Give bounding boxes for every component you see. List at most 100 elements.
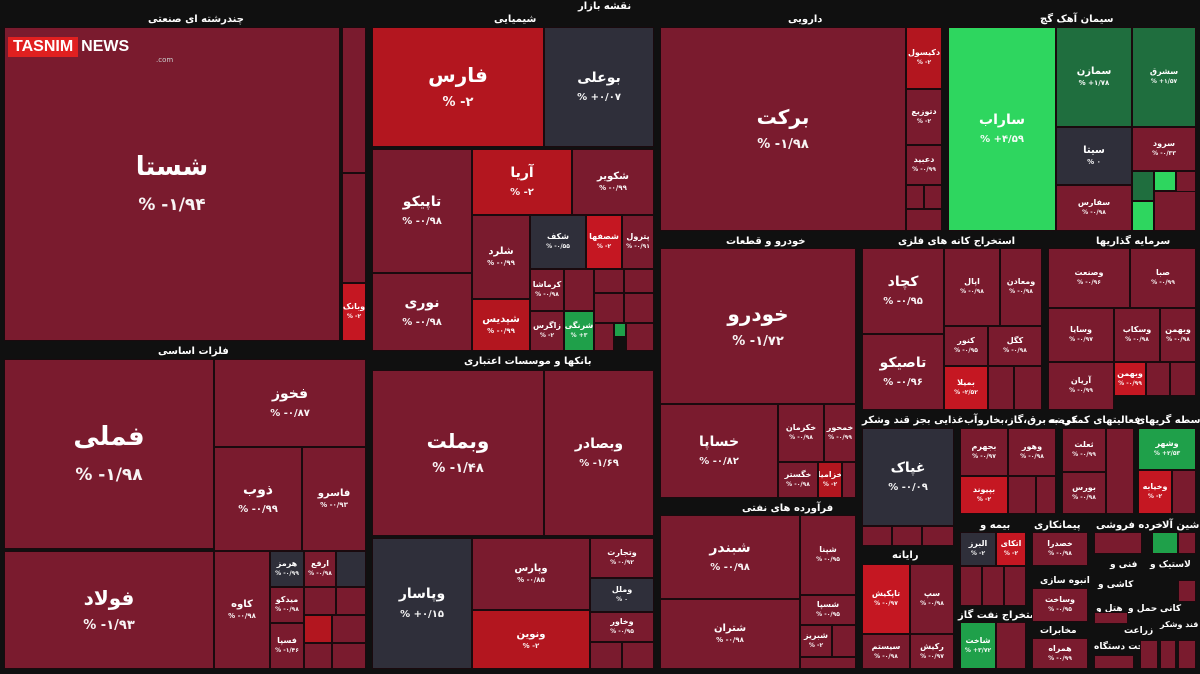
- tile-small[interactable]: [624, 293, 654, 323]
- tile-tapkish[interactable]: تاپکیش% -۰/۹۷: [862, 564, 910, 634]
- tile-apal[interactable]: اپال% -۰/۹۸: [944, 248, 1000, 326]
- tile-small[interactable]: [1170, 362, 1196, 396]
- tile-small[interactable]: [624, 269, 654, 293]
- tile-sep[interactable]: سپ% -۰/۹۸: [910, 564, 954, 634]
- tile-vbahman[interactable]: وبهمن% -۰/۹۸: [1160, 308, 1196, 362]
- tile-small[interactable]: [922, 526, 954, 546]
- tile-small[interactable]: [1172, 470, 1196, 514]
- tile-foolad[interactable]: فولاد% -۱/۹۳: [4, 551, 214, 669]
- tile-dtozi[interactable]: دتوزیع% -۲: [906, 89, 942, 145]
- tile-small[interactable]: [1178, 532, 1196, 554]
- tile-small[interactable]: [832, 625, 856, 657]
- tile-shespa[interactable]: شسپا% -۰/۹۵: [800, 595, 856, 625]
- tile-small[interactable]: [1036, 476, 1056, 514]
- tile-sfars[interactable]: سفارس% -۰/۹۸: [1056, 185, 1132, 231]
- tile-small[interactable]: [1008, 476, 1036, 514]
- tile-khkerman[interactable]: خکرمان% -۰/۹۸: [778, 404, 824, 462]
- tile-bemila[interactable]: بمیلا% -۲/۵۲: [944, 366, 988, 410]
- tile-small[interactable]: [590, 642, 622, 669]
- tile-vshahr[interactable]: وشهر% +۲/۵۳: [1138, 428, 1196, 470]
- tile-small[interactable]: [626, 323, 654, 351]
- tile-arfa[interactable]: ارفع% -۰/۹۸: [304, 551, 336, 587]
- tile-sshargh[interactable]: سشرق% +۱/۵۷: [1132, 27, 1196, 127]
- tile-alborz[interactable]: البرز% -۲: [960, 532, 996, 566]
- tile-noori[interactable]: نوری% -۰/۹۸: [372, 273, 472, 351]
- tile-small[interactable]: [564, 269, 594, 311]
- tile-vkhavar[interactable]: وخاور% -۰/۹۵: [590, 612, 654, 642]
- tile-khmehvar[interactable]: خمحور% -۰/۹۹: [824, 404, 856, 462]
- tile-kaveh[interactable]: کاوه% -۰/۹۸: [214, 551, 270, 669]
- tile-shepna[interactable]: شپنا% -۰/۹۵: [800, 515, 856, 595]
- tile-small[interactable]: [594, 323, 614, 351]
- tile-shelard[interactable]: شلرد% -۰/۹۹: [472, 215, 530, 299]
- tile-boors[interactable]: بورس% -۰/۹۸: [1062, 472, 1106, 514]
- tile-small[interactable]: [1132, 171, 1154, 201]
- tile-vbank[interactable]: وبانک% -۲: [342, 283, 366, 341]
- tile-vpars[interactable]: وپارس% -۰/۸۵: [472, 538, 590, 610]
- tile-small[interactable]: [1154, 171, 1176, 191]
- tile-vnovin[interactable]: ونوین% -۲: [472, 610, 590, 669]
- tile-khsadra[interactable]: خصدرا% -۰/۹۸: [1032, 532, 1088, 566]
- tile-dkisol[interactable]: دکیسول% -۲: [906, 27, 942, 89]
- tile-small[interactable]: [1140, 640, 1158, 669]
- tile-small[interactable]: [862, 526, 892, 546]
- tile-small[interactable]: [842, 462, 856, 498]
- tile-vmaaden[interactable]: ومعادن% -۰/۹۸: [1000, 248, 1042, 326]
- tile-tapico[interactable]: تاپیکو% -۰/۹۸: [372, 149, 472, 273]
- tile-small[interactable]: [304, 643, 332, 669]
- tile-shesafha[interactable]: شصفها% -۲: [586, 215, 622, 269]
- tile-small[interactable]: [1178, 580, 1196, 602]
- tile-small[interactable]: [336, 587, 366, 615]
- tile-small[interactable]: [332, 643, 366, 669]
- tile-shasta[interactable]: شستا% -۱/۹۴: [4, 27, 340, 341]
- tile-small[interactable]: [996, 622, 1026, 669]
- tile-boali[interactable]: بوعلی% +۰/۰۷: [544, 27, 654, 147]
- tile-petrol[interactable]: پترول% -۰/۹۱: [622, 215, 654, 269]
- tile-small[interactable]: [924, 185, 942, 209]
- tile-khodro[interactable]: خودرو% -۱/۷۲: [660, 248, 856, 404]
- tile-tasico[interactable]: تاصیکو% -۰/۹۶: [862, 334, 944, 410]
- tile-khzamia[interactable]: خزامیا% -۲: [818, 462, 842, 498]
- tile-fasroo[interactable]: فاسرو% -۰/۹۳: [302, 447, 366, 551]
- tile-vsakht[interactable]: وساخت% -۰/۹۵: [1032, 588, 1088, 622]
- tile-dabid[interactable]: دعبید% -۰/۹۹: [906, 145, 942, 185]
- tile-midco[interactable]: میدکو% -۰/۹۸: [270, 587, 304, 623]
- tile-hormoz[interactable]: هرمز% -۰/۹۹: [270, 551, 304, 587]
- tile-kechad[interactable]: کچاد% -۰/۹۵: [862, 248, 944, 334]
- tile-shekaf[interactable]: شکف% -۰/۵۵: [530, 215, 586, 269]
- tile-vsaya[interactable]: وسایا% -۰/۹۷: [1048, 308, 1114, 362]
- tile-small[interactable]: [594, 269, 624, 293]
- tile-aria[interactable]: آریا% -۲: [472, 149, 572, 215]
- tile-barekat[interactable]: برکت% -۱/۹۸: [660, 27, 906, 231]
- tile-shebriz[interactable]: شبریز% -۲: [800, 625, 832, 657]
- tile-vsanat[interactable]: وصنعت% -۰/۹۶: [1048, 248, 1130, 308]
- tile-khgostar[interactable]: خگستر% -۰/۹۸: [778, 462, 818, 498]
- tile-saba[interactable]: صبا% -۰/۹۹: [1130, 248, 1196, 308]
- tile-sarood[interactable]: سرود% -۰/۳۳: [1132, 127, 1196, 171]
- tile-sarab[interactable]: ساراب% +۴/۵۹: [948, 27, 1056, 231]
- tile-sita[interactable]: سیتا% ۰: [1056, 127, 1132, 185]
- tile-small[interactable]: [800, 657, 856, 669]
- tile-saalat[interactable]: ثعلت% -۰/۹۹: [1062, 428, 1106, 472]
- tile-vskab[interactable]: وسکاب% -۰/۹۸: [1114, 308, 1160, 362]
- tile-system[interactable]: سیستم% -۰/۹۸: [862, 634, 910, 669]
- tile-rkish[interactable]: رکیش% -۰/۹۷: [910, 634, 954, 669]
- tile-fameli[interactable]: فملی% -۱/۹۸: [4, 359, 214, 549]
- tile-vmelal[interactable]: وملل% ۰: [590, 578, 654, 612]
- tile-small[interactable]: [622, 642, 654, 669]
- tile-vtejarat[interactable]: وتجارت% -۰/۹۲: [590, 538, 654, 578]
- tile-small[interactable]: [1178, 640, 1196, 669]
- tile-small[interactable]: [304, 587, 336, 615]
- tile-small[interactable]: [1132, 201, 1154, 231]
- tile-sharangi[interactable]: شرنگی% +۳: [564, 311, 594, 351]
- tile-atkai[interactable]: اتکای% -۲: [996, 532, 1026, 566]
- tile-vbmellat[interactable]: وبملت% -۱/۴۸: [372, 370, 544, 536]
- tile-small[interactable]: [594, 293, 624, 323]
- tile-small[interactable]: [1154, 191, 1196, 231]
- tile-vbsader[interactable]: وبصادر% -۱/۶۹: [544, 370, 654, 536]
- tile-small[interactable]: [614, 323, 626, 337]
- tile-small[interactable]: [1146, 362, 1170, 396]
- tile-shetran[interactable]: شتران% -۰/۹۸: [660, 599, 800, 669]
- tile-small[interactable]: [988, 366, 1014, 410]
- tile-small[interactable]: [342, 173, 366, 283]
